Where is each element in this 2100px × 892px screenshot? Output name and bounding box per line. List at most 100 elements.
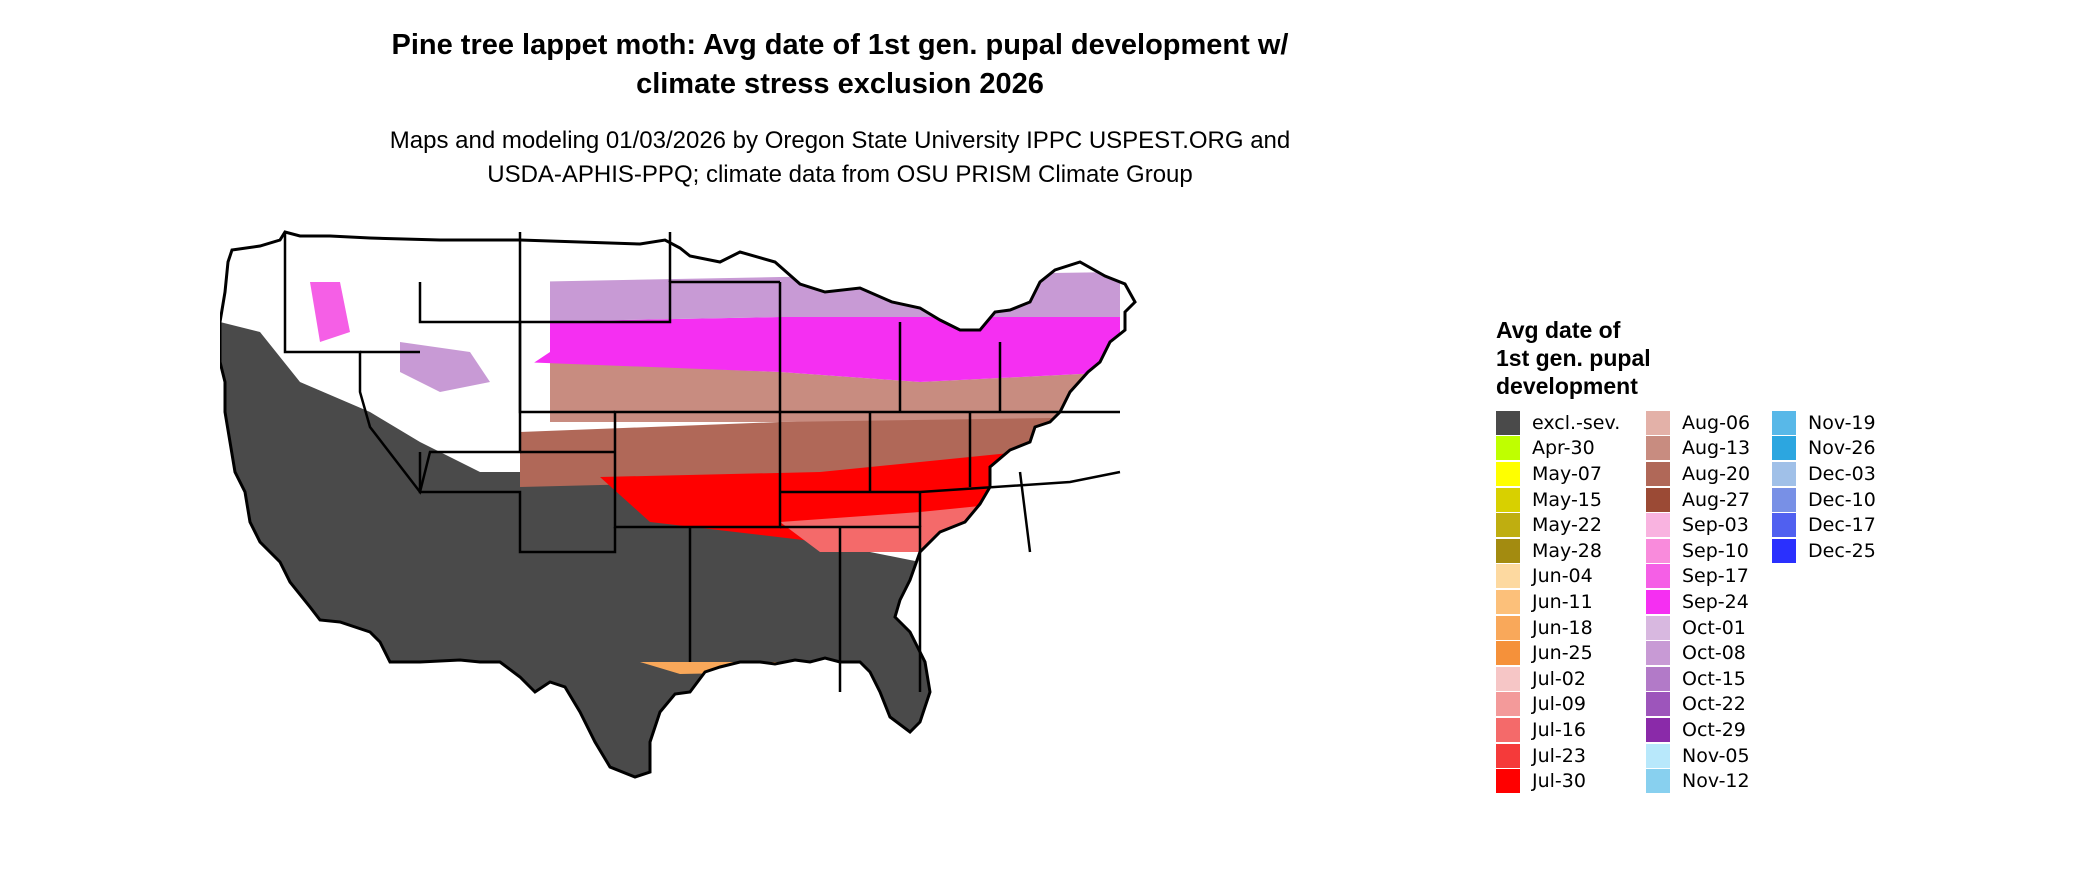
legend-label: Jun-11 <box>1532 590 1593 613</box>
legend-label: Nov-26 <box>1808 437 1876 460</box>
legend-swatch <box>1646 410 1670 435</box>
legend-title-line-2: 1st gen. pupal <box>1496 345 1651 371</box>
legend-item: Oct-08 <box>1646 640 1750 666</box>
legend-label: Jul-16 <box>1532 718 1586 741</box>
legend-label: excl.-sev. <box>1532 411 1621 434</box>
legend-swatch <box>1646 538 1670 563</box>
legend-swatch <box>1646 717 1670 742</box>
legend-item: May-22 <box>1496 512 1620 538</box>
legend-swatch <box>1496 589 1520 614</box>
legend-label: May-07 <box>1532 462 1602 485</box>
legend-label: Oct-01 <box>1682 616 1746 639</box>
legend-item: Nov-26 <box>1772 436 1876 462</box>
map-subtitle: Maps and modeling 01/03/2026 by Oregon S… <box>290 124 1390 192</box>
legend-label: Jul-23 <box>1532 744 1586 767</box>
legend-column-3: Nov-19 Nov-26 Dec-03 Dec-10 Dec-17 Dec-25 <box>1772 410 1876 564</box>
legend-swatch <box>1496 564 1520 589</box>
legend-label: Dec-10 <box>1808 488 1876 511</box>
legend-swatch <box>1496 615 1520 640</box>
legend-column-1: excl.-sev. Apr-30 May-07 May-15 May-22 May-28… <box>1496 410 1620 794</box>
legend-item: Dec-25 <box>1772 538 1876 564</box>
legend-swatch <box>1496 487 1520 512</box>
legend-item: Nov-12 <box>1646 768 1750 794</box>
legend-swatch <box>1496 641 1520 666</box>
legend-swatch <box>1646 461 1670 486</box>
legend-swatch <box>1496 666 1520 691</box>
legend-item: Jul-02 <box>1496 666 1620 692</box>
legend-label: Aug-20 <box>1682 462 1751 485</box>
legend-item: Aug-20 <box>1646 461 1750 487</box>
legend-swatch <box>1772 410 1796 435</box>
legend-item: Jun-25 <box>1496 640 1620 666</box>
map-title: Pine tree lappet moth: Avg date of 1st g… <box>290 26 1390 104</box>
legend-swatch <box>1646 666 1670 691</box>
legend-label: Nov-19 <box>1808 411 1876 434</box>
legend-swatch <box>1496 743 1520 768</box>
legend-label: Nov-12 <box>1682 770 1750 793</box>
legend-item: May-07 <box>1496 461 1620 487</box>
legend-swatch <box>1646 589 1670 614</box>
legend-item: Oct-01 <box>1646 615 1750 641</box>
legend-swatch <box>1496 538 1520 563</box>
legend-swatch <box>1772 487 1796 512</box>
legend-label: Jun-18 <box>1532 616 1593 639</box>
legend-swatch <box>1496 717 1520 742</box>
legend-swatch <box>1496 410 1520 435</box>
us-map <box>220 230 1137 779</box>
legend-item: Sep-10 <box>1646 538 1750 564</box>
legend-item: Oct-22 <box>1646 692 1750 718</box>
legend-item: Jul-16 <box>1496 717 1620 743</box>
legend-swatch <box>1646 692 1670 717</box>
legend-label: Jul-02 <box>1532 667 1586 690</box>
legend-item: Dec-10 <box>1772 487 1876 513</box>
legend-label: Sep-24 <box>1682 590 1749 613</box>
map-title-line-1: Pine tree lappet moth: Avg date of 1st g… <box>391 29 1289 61</box>
legend-swatch <box>1496 461 1520 486</box>
map-subtitle-line-1: Maps and modeling 01/03/2026 by Oregon S… <box>389 127 1291 154</box>
state-borders <box>283 232 1121 692</box>
legend-item: Aug-06 <box>1646 410 1750 436</box>
legend-swatch <box>1496 513 1520 538</box>
legend-swatch <box>1646 615 1670 640</box>
map-subtitle-line-2: USDA-APHIS-PPQ; climate data from OSU PR… <box>487 161 1193 188</box>
legend-item: Dec-17 <box>1772 512 1876 538</box>
legend-item: Jul-23 <box>1496 743 1620 769</box>
legend-label: Oct-15 <box>1682 667 1746 690</box>
legend-item: May-28 <box>1496 538 1620 564</box>
legend-label: Jun-04 <box>1532 565 1593 588</box>
legend-label: Sep-03 <box>1682 514 1749 537</box>
legend-swatch <box>1646 564 1670 589</box>
legend-title-line-1: Avg date of <box>1496 317 1621 343</box>
legend-label: May-22 <box>1532 514 1602 537</box>
legend-label: May-15 <box>1532 488 1602 511</box>
legend-swatch <box>1496 769 1520 794</box>
legend-label: Sep-10 <box>1682 539 1749 562</box>
legend-title: Avg date of 1st gen. pupal development <box>1496 316 1651 400</box>
legend-item: Jul-30 <box>1496 768 1620 794</box>
legend-label: Aug-27 <box>1682 488 1751 511</box>
legend-item: Sep-24 <box>1646 589 1750 615</box>
legend-item: Dec-03 <box>1772 461 1876 487</box>
legend-item: Nov-05 <box>1646 743 1750 769</box>
legend-label: Dec-17 <box>1808 514 1876 537</box>
legend-label: Jun-25 <box>1532 642 1593 665</box>
legend-item: Nov-19 <box>1772 410 1876 436</box>
legend-column-2: Aug-06 Aug-13 Aug-20 Aug-27 Sep-03 Sep-10 Sep-… <box>1646 410 1750 794</box>
legend-label: Oct-22 <box>1682 693 1746 716</box>
legend-swatch <box>1646 487 1670 512</box>
legend-swatch <box>1646 743 1670 768</box>
legend-item: Jun-18 <box>1496 615 1620 641</box>
legend-swatch <box>1646 436 1670 461</box>
legend-label: Oct-29 <box>1682 718 1746 741</box>
legend-item: May-15 <box>1496 487 1620 513</box>
legend-item: excl.-sev. <box>1496 410 1620 436</box>
legend-label: Aug-06 <box>1682 411 1751 434</box>
legend-swatch <box>1772 538 1796 563</box>
legend-label: Aug-13 <box>1682 437 1751 460</box>
legend-item: Oct-29 <box>1646 717 1750 743</box>
legend-swatch <box>1772 461 1796 486</box>
legend-swatch <box>1496 436 1520 461</box>
legend-item: Jun-11 <box>1496 589 1620 615</box>
legend-item: Apr-30 <box>1496 436 1620 462</box>
legend-label: Sep-17 <box>1682 565 1749 588</box>
